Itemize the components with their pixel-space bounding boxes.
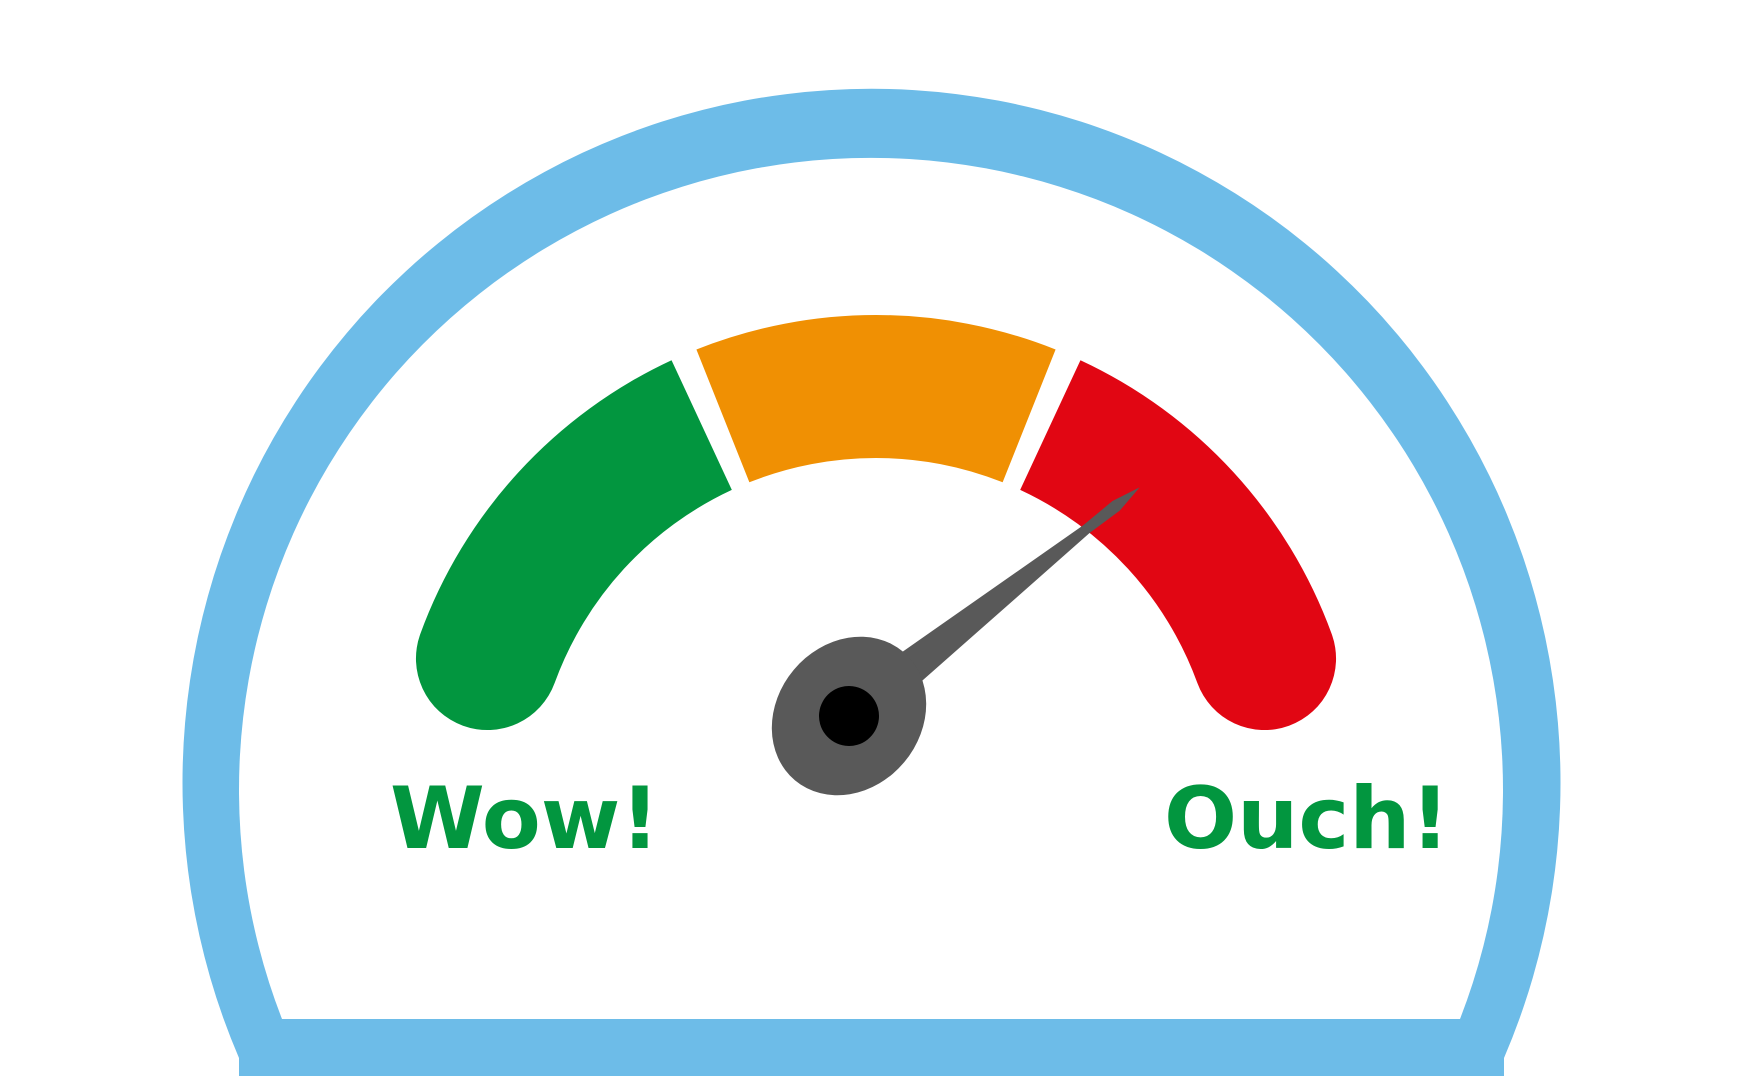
gauge-face (238, 157, 1503, 1019)
gauge-zone-low-zone (415, 360, 732, 731)
needle-hub-center (819, 686, 879, 746)
gauge-zone-high-zone (1020, 360, 1337, 731)
gauge-zones (415, 314, 1337, 731)
gauge-label-high: Ouch! (1164, 769, 1450, 869)
gauge-label-low: Wow! (390, 769, 660, 869)
gauge-needle (771, 487, 1140, 796)
gauge-zone-mid-zone (696, 314, 1056, 483)
